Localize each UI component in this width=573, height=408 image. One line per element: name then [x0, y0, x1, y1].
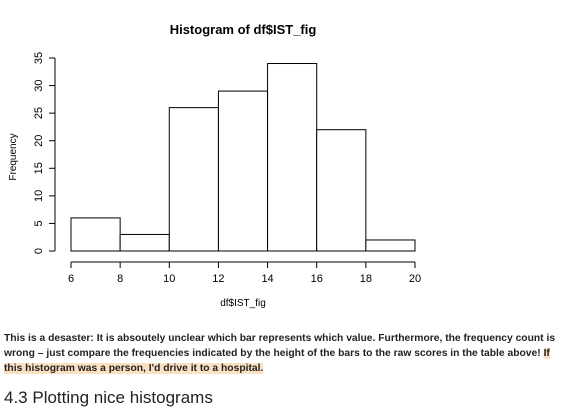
- x-tick-label: 6: [68, 273, 74, 285]
- x-tick-label: 18: [360, 273, 372, 285]
- section-heading: 4.3 Plotting nice histograms: [4, 388, 213, 407]
- y-axis-label: Frequency: [8, 133, 19, 180]
- histogram-bar: [119, 233, 170, 252]
- x-tick-label: 10: [163, 273, 175, 285]
- y-tick-label: 35: [33, 52, 45, 64]
- y-tick-label: 0: [33, 248, 45, 254]
- histogram-bar: [70, 217, 121, 252]
- x-axis: 6 8 10 12 14 16 18 20: [68, 261, 421, 285]
- x-tick-label: 12: [212, 273, 224, 285]
- x-tick-label: 20: [409, 273, 421, 285]
- histogram-bar: [168, 107, 219, 252]
- y-tick-label: 10: [33, 190, 45, 202]
- y-tick-label: 25: [33, 107, 45, 119]
- histogram-bar: [217, 90, 269, 252]
- y-tick-label: 30: [33, 79, 45, 91]
- y-tick-label: 15: [33, 162, 45, 174]
- x-tick-label: 16: [311, 273, 323, 285]
- histogram-chart: Histogram of df$IST_fig 0 5 10 15 20 25 30 35 6…: [8, 22, 421, 309]
- chart-title: Histogram of df$IST_fig: [170, 22, 317, 37]
- histogram-bar: [316, 129, 367, 252]
- histogram-bar: [365, 239, 416, 252]
- histogram-bars: [70, 63, 416, 252]
- y-axis: 0 5 10 15 20 25 30 35: [33, 52, 56, 254]
- y-tick-label: 20: [33, 135, 45, 147]
- x-tick-label: 8: [117, 273, 123, 285]
- x-tick-label: 14: [261, 273, 273, 285]
- explanation-paragraph: This is a desaster: It is absoutely uncl…: [4, 331, 570, 376]
- x-axis-label: df$IST_fig: [220, 298, 266, 309]
- explanation-text: This is a desaster: It is absoutely uncl…: [4, 333, 556, 359]
- histogram-bar: [267, 63, 318, 252]
- y-tick-label: 5: [33, 220, 45, 226]
